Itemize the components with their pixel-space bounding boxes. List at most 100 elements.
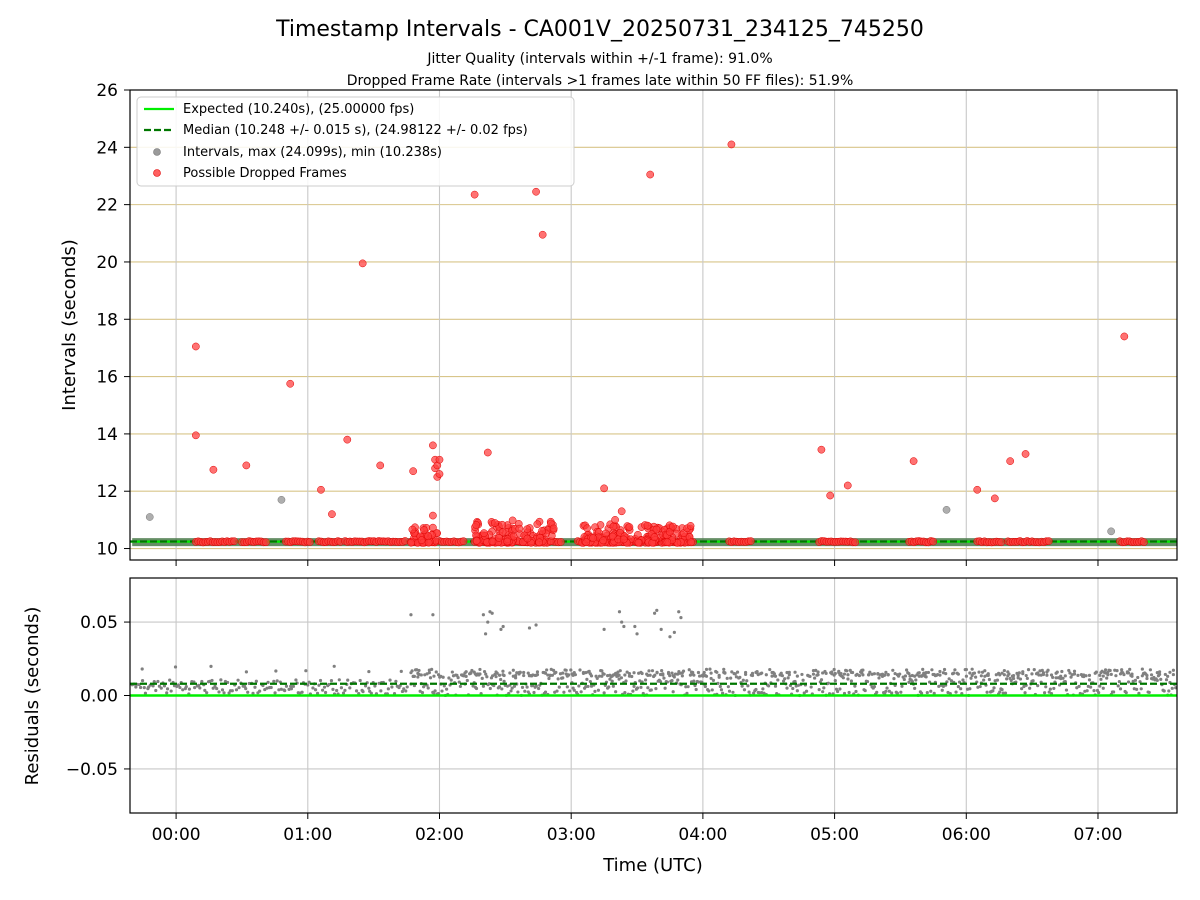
residual-point [1163, 672, 1167, 677]
residual-point [402, 687, 406, 691]
residual-point [607, 685, 611, 689]
chart-subtitle-jitter: Jitter Quality (intervals within +/-1 fr… [426, 51, 772, 67]
residual-point [450, 670, 454, 674]
residual-point [237, 686, 241, 690]
residual-point [703, 684, 707, 689]
residual-point [938, 669, 942, 674]
residual-point [673, 672, 678, 676]
residual-point [1075, 686, 1079, 690]
residual-point [442, 684, 446, 688]
residual-point [586, 684, 590, 689]
x-tick-label: 05:00 [810, 825, 859, 845]
residual-point [470, 668, 474, 673]
residual-point [386, 687, 390, 691]
residual-point [760, 671, 764, 675]
residual-point [304, 669, 308, 673]
residual-point [140, 667, 144, 671]
residual-point [420, 691, 425, 695]
residual-point [932, 691, 936, 695]
residual-point [813, 676, 817, 680]
residual-point [1138, 680, 1142, 684]
dropped-frame-point [424, 532, 432, 541]
residual-point [801, 678, 805, 682]
residual-point [311, 686, 315, 690]
residual-point [1159, 677, 1163, 681]
dropped-frame-point [424, 538, 433, 547]
residual-point [1128, 667, 1132, 671]
residual-point [872, 685, 877, 689]
dropped-frame-point [817, 445, 826, 454]
residual-point [487, 682, 491, 686]
residual-point [589, 674, 594, 678]
residual-point [417, 668, 421, 673]
residual-point [1166, 674, 1170, 678]
residual-point [464, 674, 468, 678]
residual-point [573, 673, 578, 677]
dropped-frame-point [523, 534, 532, 543]
dropped-frame-point [634, 538, 643, 547]
residual-point [663, 686, 667, 690]
residual-point [884, 670, 888, 674]
residual-point [246, 690, 250, 694]
residual-point [761, 687, 765, 691]
residual-point [1145, 676, 1149, 681]
intervals-axes-frame [129, 89, 1178, 561]
residual-point [251, 691, 255, 695]
residual-point [1068, 671, 1072, 675]
residual-point [294, 678, 298, 682]
residual-point [649, 688, 653, 692]
residual-point [977, 670, 981, 674]
residual-point [1099, 677, 1103, 681]
residual-point [1084, 674, 1088, 678]
residual-point [244, 670, 249, 674]
residual-point [895, 691, 900, 695]
residual-point [545, 668, 549, 672]
residual-point [850, 670, 855, 675]
residual-point [668, 674, 672, 678]
intervals-panel: 10 12 14 16 18 20 22 24 26 Intervals (seconds) E… [59, 81, 1178, 566]
residual-point [953, 668, 957, 672]
residual-point [982, 678, 986, 682]
residual-point [1009, 678, 1013, 683]
residual-point [272, 679, 276, 683]
residual-point [173, 665, 178, 669]
residual-point [968, 671, 972, 675]
intervals-y-tick-label: 24 [96, 138, 118, 158]
residual-point [1094, 670, 1098, 674]
residual-point [1140, 667, 1144, 671]
residual-point [151, 684, 155, 688]
residual-point [426, 686, 430, 690]
residual-point [502, 679, 506, 683]
residual-point [412, 674, 417, 678]
residual-point [484, 672, 488, 676]
residual-point [327, 682, 331, 687]
residual-point [561, 671, 565, 675]
residual-point [647, 669, 651, 673]
dropped-frame-point [532, 187, 540, 196]
residual-point [399, 669, 403, 673]
residual-point [138, 685, 143, 690]
dropped-frame-point [515, 524, 524, 533]
residual-point [783, 677, 787, 681]
residual-point [458, 684, 463, 689]
residual-point [210, 678, 214, 683]
residual-point [868, 670, 872, 674]
residual-point [1092, 688, 1096, 693]
residual-point [684, 685, 688, 689]
residual-point [317, 683, 321, 687]
residual-point [802, 691, 806, 695]
dropped-frame-point [358, 259, 367, 268]
residual-point [1064, 688, 1069, 692]
intervals-y-tick-label: 16 [96, 368, 118, 388]
residual-point [234, 688, 239, 692]
residual-point [681, 669, 686, 673]
residual-point [398, 684, 402, 688]
residual-point [315, 691, 320, 695]
residual-point [142, 686, 146, 690]
dropped-frame-point [1021, 450, 1030, 458]
residual-point [564, 668, 568, 672]
residual-point [764, 673, 768, 677]
residual-point [940, 688, 944, 692]
residual-point [1002, 668, 1006, 673]
dropped-frame-point [472, 521, 481, 529]
